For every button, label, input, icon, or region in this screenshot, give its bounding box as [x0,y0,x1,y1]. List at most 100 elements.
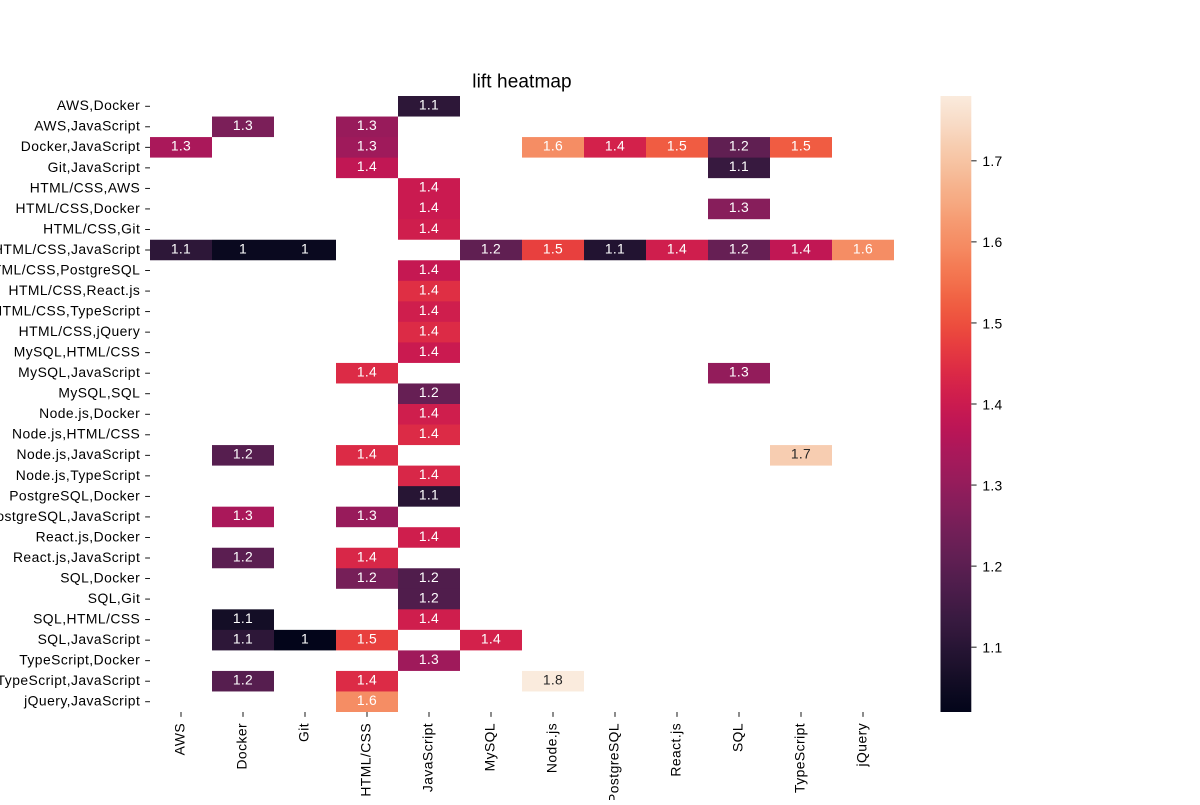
svg-text:1.4: 1.4 [419,220,439,236]
svg-text:1.2: 1.2 [419,589,439,605]
svg-text:Node.js,Docker: Node.js,Docker [39,405,140,421]
svg-text:1.4: 1.4 [419,199,439,215]
svg-text:HTML/CSS,TypeScript: HTML/CSS,TypeScript [0,303,140,319]
svg-text:1.3: 1.3 [357,117,377,133]
svg-text:1.3: 1.3 [357,507,377,523]
svg-text:PostgreSQL,JavaScript: PostgreSQL,JavaScript [0,508,140,524]
svg-text:1.6: 1.6 [853,240,873,256]
svg-text:jQuery,JavaScript: jQuery,JavaScript [23,693,140,709]
svg-text:1.2: 1.2 [233,446,253,462]
svg-text:SQL: SQL [730,723,746,752]
svg-text:AWS,Docker: AWS,Docker [57,97,140,113]
svg-text:lift heatmap: lift heatmap [472,72,571,93]
svg-text:HTML/CSS,PostgreSQL: HTML/CSS,PostgreSQL [0,261,140,277]
svg-text:React.js: React.js [668,723,684,777]
svg-text:TypeScript: TypeScript [792,723,808,793]
svg-text:1.2: 1.2 [481,240,501,256]
svg-text:1.4: 1.4 [982,396,1002,412]
svg-text:1.4: 1.4 [667,240,687,256]
svg-text:Node.js: Node.js [544,723,560,773]
svg-text:1.5: 1.5 [791,138,811,154]
svg-text:1.4: 1.4 [419,343,439,359]
svg-text:1.5: 1.5 [543,240,563,256]
svg-text:1.4: 1.4 [419,466,439,482]
svg-text:1.4: 1.4 [419,179,439,195]
svg-text:AWS: AWS [172,723,188,755]
svg-text:1.3: 1.3 [982,477,1002,493]
svg-text:1.2: 1.2 [419,569,439,585]
svg-text:React.js,JavaScript: React.js,JavaScript [13,549,140,565]
svg-text:Docker,JavaScript: Docker,JavaScript [21,138,140,154]
svg-text:HTML/CSS: HTML/CSS [358,723,374,797]
svg-text:1.4: 1.4 [419,302,439,318]
svg-text:1.1: 1.1 [233,610,253,626]
svg-text:1.4: 1.4 [605,138,625,154]
svg-text:1.1: 1.1 [171,240,191,256]
svg-text:1.2: 1.2 [357,569,377,585]
svg-text:1.8: 1.8 [543,672,563,688]
svg-text:1.1: 1.1 [605,240,625,256]
svg-text:MySQL,JavaScript: MySQL,JavaScript [18,364,140,380]
svg-text:Git: Git [296,723,312,742]
svg-text:Git,JavaScript: Git,JavaScript [48,159,141,175]
svg-text:React.js,Docker: React.js,Docker [36,528,141,544]
svg-text:1.1: 1.1 [419,487,439,503]
svg-text:Node.js,HTML/CSS: Node.js,HTML/CSS [12,426,140,442]
svg-text:JavaScript: JavaScript [420,723,436,792]
svg-text:1.3: 1.3 [233,117,253,133]
svg-text:1.4: 1.4 [357,548,377,564]
svg-text:1.4: 1.4 [357,364,377,380]
svg-text:1.7: 1.7 [982,153,1002,169]
svg-text:1.2: 1.2 [233,672,253,688]
svg-text:HTML/CSS,jQuery: HTML/CSS,jQuery [19,323,141,339]
svg-text:1.4: 1.4 [419,281,439,297]
svg-text:1.1: 1.1 [233,630,253,646]
svg-text:1.3: 1.3 [171,138,191,154]
svg-text:1.5: 1.5 [667,138,687,154]
svg-text:1.5: 1.5 [357,630,377,646]
svg-text:1.4: 1.4 [357,158,377,174]
svg-text:MySQL: MySQL [482,723,498,772]
svg-text:1: 1 [301,630,309,646]
svg-text:1.2: 1.2 [233,548,253,564]
svg-text:Node.js,JavaScript: Node.js,JavaScript [16,446,140,462]
svg-text:1.2: 1.2 [729,240,749,256]
svg-text:1.6: 1.6 [543,138,563,154]
svg-text:SQL,HTML/CSS: SQL,HTML/CSS [33,611,140,627]
svg-text:TypeScript,Docker: TypeScript,Docker [19,652,140,668]
svg-text:MySQL,HTML/CSS: MySQL,HTML/CSS [14,344,141,360]
svg-text:1.4: 1.4 [419,425,439,441]
svg-text:1.3: 1.3 [357,138,377,154]
svg-text:1.6: 1.6 [357,692,377,708]
svg-text:Docker: Docker [234,723,250,770]
svg-text:jQuery: jQuery [854,723,870,768]
svg-text:MySQL,SQL: MySQL,SQL [58,385,140,401]
svg-text:1.4: 1.4 [419,528,439,544]
svg-text:1.3: 1.3 [233,507,253,523]
svg-text:1.4: 1.4 [357,672,377,688]
svg-text:1.4: 1.4 [357,446,377,462]
svg-text:1.3: 1.3 [729,364,749,380]
svg-text:1.4: 1.4 [419,610,439,626]
svg-text:SQL,Docker: SQL,Docker [60,569,140,585]
svg-text:1.5: 1.5 [982,315,1002,331]
svg-text:1.4: 1.4 [481,630,501,646]
svg-text:1.4: 1.4 [419,405,439,421]
svg-text:1.3: 1.3 [419,651,439,667]
svg-text:SQL,Git: SQL,Git [88,590,141,606]
svg-text:1: 1 [239,240,247,256]
svg-text:1.4: 1.4 [419,261,439,277]
svg-text:1.3: 1.3 [729,199,749,215]
svg-text:AWS,JavaScript: AWS,JavaScript [34,118,140,134]
svg-text:HTML/CSS,Docker: HTML/CSS,Docker [16,200,141,216]
svg-text:1.2: 1.2 [729,138,749,154]
svg-text:1.1: 1.1 [729,158,749,174]
svg-text:1.1: 1.1 [982,639,1002,655]
svg-text:1.4: 1.4 [419,322,439,338]
svg-text:HTML/CSS,Git: HTML/CSS,Git [43,220,140,236]
svg-text:1.4: 1.4 [791,240,811,256]
svg-text:HTML/CSS,JavaScript: HTML/CSS,JavaScript [0,241,140,257]
svg-text:1.2: 1.2 [419,384,439,400]
svg-text:1: 1 [301,240,309,256]
svg-text:PostgreSQL: PostgreSQL [606,723,622,800]
